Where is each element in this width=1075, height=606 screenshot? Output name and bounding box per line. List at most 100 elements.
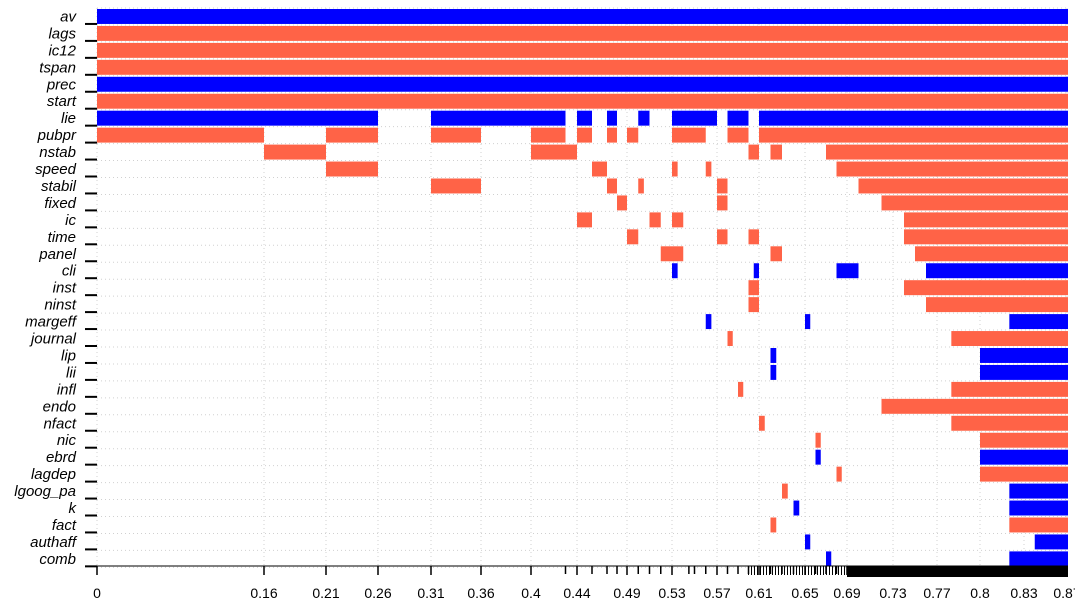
inclusion-cell-pubpr bbox=[97, 127, 264, 143]
variable-label-lip: lip bbox=[61, 347, 76, 364]
x-tick-label: 0.49 bbox=[613, 585, 640, 601]
x-tick-label: 0.73 bbox=[879, 585, 906, 601]
variable-label-time: time bbox=[48, 229, 76, 246]
variable-label-lgoog_pa: lgoog_pa bbox=[14, 483, 76, 500]
inclusion-cell-nstab bbox=[826, 144, 1068, 160]
inclusion-cell-nic bbox=[980, 432, 1068, 448]
inclusion-cell-pubpr bbox=[759, 127, 1068, 143]
variable-label-journal: journal bbox=[29, 331, 77, 348]
inclusion-cell-nfact bbox=[759, 415, 765, 431]
inclusion-cell-prec bbox=[97, 76, 1068, 92]
x-dense-ticks bbox=[847, 566, 1068, 577]
variable-label-prec: prec bbox=[46, 76, 77, 93]
inclusion-cell-lie bbox=[607, 110, 617, 126]
inclusion-cell-panel bbox=[660, 246, 672, 262]
variable-label-ninst: ninst bbox=[44, 297, 77, 314]
inclusion-cell-lip bbox=[770, 348, 777, 363]
inclusion-cell-authaff bbox=[1034, 534, 1068, 550]
inclusion-cell-journal bbox=[951, 331, 1068, 346]
inclusion-cell-ninst bbox=[748, 297, 759, 313]
inclusion-cell-panel bbox=[915, 246, 1068, 262]
inclusion-cell-stabil bbox=[858, 178, 1068, 194]
inclusion-cell-lgoog_pa bbox=[782, 483, 788, 499]
inclusion-cell-cli bbox=[836, 263, 859, 279]
inclusion-cell-lagdep bbox=[980, 466, 1068, 482]
inclusion-cell-nstab bbox=[264, 144, 326, 160]
inclusion-cell-speed bbox=[326, 161, 378, 177]
inclusion-cell-inst bbox=[748, 280, 759, 296]
variable-label-stabil: stabil bbox=[41, 178, 77, 195]
inclusion-cell-lip bbox=[980, 348, 1068, 363]
x-tick-label: 0.8 bbox=[970, 585, 990, 601]
inclusion-cell-lie bbox=[431, 110, 566, 126]
x-tick-label: 0.16 bbox=[250, 585, 277, 601]
inclusion-cell-time bbox=[748, 229, 759, 245]
x-tick-label: 0.26 bbox=[364, 585, 391, 601]
inclusion-cell-pubpr bbox=[431, 127, 481, 143]
inclusion-cell-stabil bbox=[607, 178, 617, 194]
inclusion-cell-lii bbox=[770, 364, 777, 380]
inclusion-cell-fact bbox=[770, 517, 777, 533]
inclusion-cell-cli bbox=[753, 263, 759, 279]
inclusion-cell-lie bbox=[577, 110, 592, 126]
variable-label-fact: fact bbox=[52, 517, 77, 534]
inclusion-cell-pubpr bbox=[627, 127, 639, 143]
variable-label-start: start bbox=[47, 93, 77, 110]
variable-label-lii: lii bbox=[66, 364, 77, 381]
x-tick-label: 0.4 bbox=[521, 585, 541, 601]
inclusion-cell-cli bbox=[926, 263, 1068, 279]
inclusion-cell-speed bbox=[705, 161, 712, 177]
variable-label-nic: nic bbox=[57, 432, 77, 449]
x-tick-label: 0.36 bbox=[467, 585, 494, 601]
x-tick-label: 0.31 bbox=[417, 585, 444, 601]
inclusion-cell-pubpr bbox=[326, 127, 378, 143]
inclusion-cell-comb bbox=[826, 551, 832, 567]
variable-label-tspan: tspan bbox=[39, 59, 76, 76]
inclusion-cell-nstab bbox=[531, 144, 577, 160]
inclusion-cell-ebrd bbox=[980, 449, 1068, 465]
variable-label-av: av bbox=[60, 8, 77, 25]
x-tick-label: 0.69 bbox=[833, 585, 860, 601]
inclusion-cell-margeff bbox=[705, 314, 712, 330]
x-tick-label: 0.21 bbox=[312, 585, 339, 601]
inclusion-cell-endo bbox=[881, 398, 1068, 414]
inclusion-cell-time bbox=[904, 229, 1068, 245]
variable-label-inst: inst bbox=[53, 280, 77, 297]
inclusion-cell-lagdep bbox=[836, 466, 842, 482]
x-axis: 0 0.16 0.21 0.26 0.31 0.36 0.4 0.44 0.49 0.53 0.57… bbox=[93, 565, 1075, 601]
inclusion-cell-ninst bbox=[926, 297, 1068, 313]
inclusion-cell-stabil bbox=[431, 178, 481, 194]
variable-label-endo: endo bbox=[43, 398, 76, 415]
inclusion-cell-margeff bbox=[1009, 314, 1068, 330]
inclusion-cell-start bbox=[97, 93, 1068, 109]
variable-label-ic: ic bbox=[65, 212, 76, 229]
inclusion-cell-pubpr bbox=[577, 127, 592, 143]
inclusion-cell-lags bbox=[97, 25, 1068, 41]
variable-label-pubpr: pubpr bbox=[37, 127, 77, 144]
inclusion-cell-pubpr bbox=[672, 127, 706, 143]
inclusion-cell-speed bbox=[836, 161, 1068, 177]
inclusion-cell-pubpr bbox=[727, 127, 749, 143]
variable-label-lie: lie bbox=[61, 110, 76, 127]
variable-label-panel: panel bbox=[38, 246, 76, 263]
x-tick-label: 0.53 bbox=[658, 585, 685, 601]
variable-label-nfact: nfact bbox=[43, 415, 76, 432]
inclusion-cell-time bbox=[717, 229, 728, 245]
inclusion-cell-speed bbox=[592, 161, 607, 177]
variable-label-ic12: ic12 bbox=[48, 42, 76, 59]
inclusion-cell-ic bbox=[904, 212, 1068, 228]
inclusion-cell-ic12 bbox=[97, 42, 1068, 58]
variable-label-cli: cli bbox=[62, 263, 77, 280]
inclusion-cell-lii bbox=[980, 364, 1068, 380]
inclusion-cell-pubpr bbox=[531, 127, 566, 143]
inclusion-cell-k bbox=[793, 500, 800, 516]
inclusion-cell-av bbox=[97, 9, 1068, 24]
variable-label-nstab: nstab bbox=[39, 144, 76, 161]
inclusion-cell-inst bbox=[904, 280, 1068, 296]
variable-label-comb: comb bbox=[39, 551, 76, 568]
inclusion-cell-nstab bbox=[748, 144, 759, 160]
inclusion-cell-panel bbox=[672, 246, 684, 262]
inclusion-cell-time bbox=[627, 229, 639, 245]
inclusion-cell-authaff bbox=[805, 534, 811, 550]
